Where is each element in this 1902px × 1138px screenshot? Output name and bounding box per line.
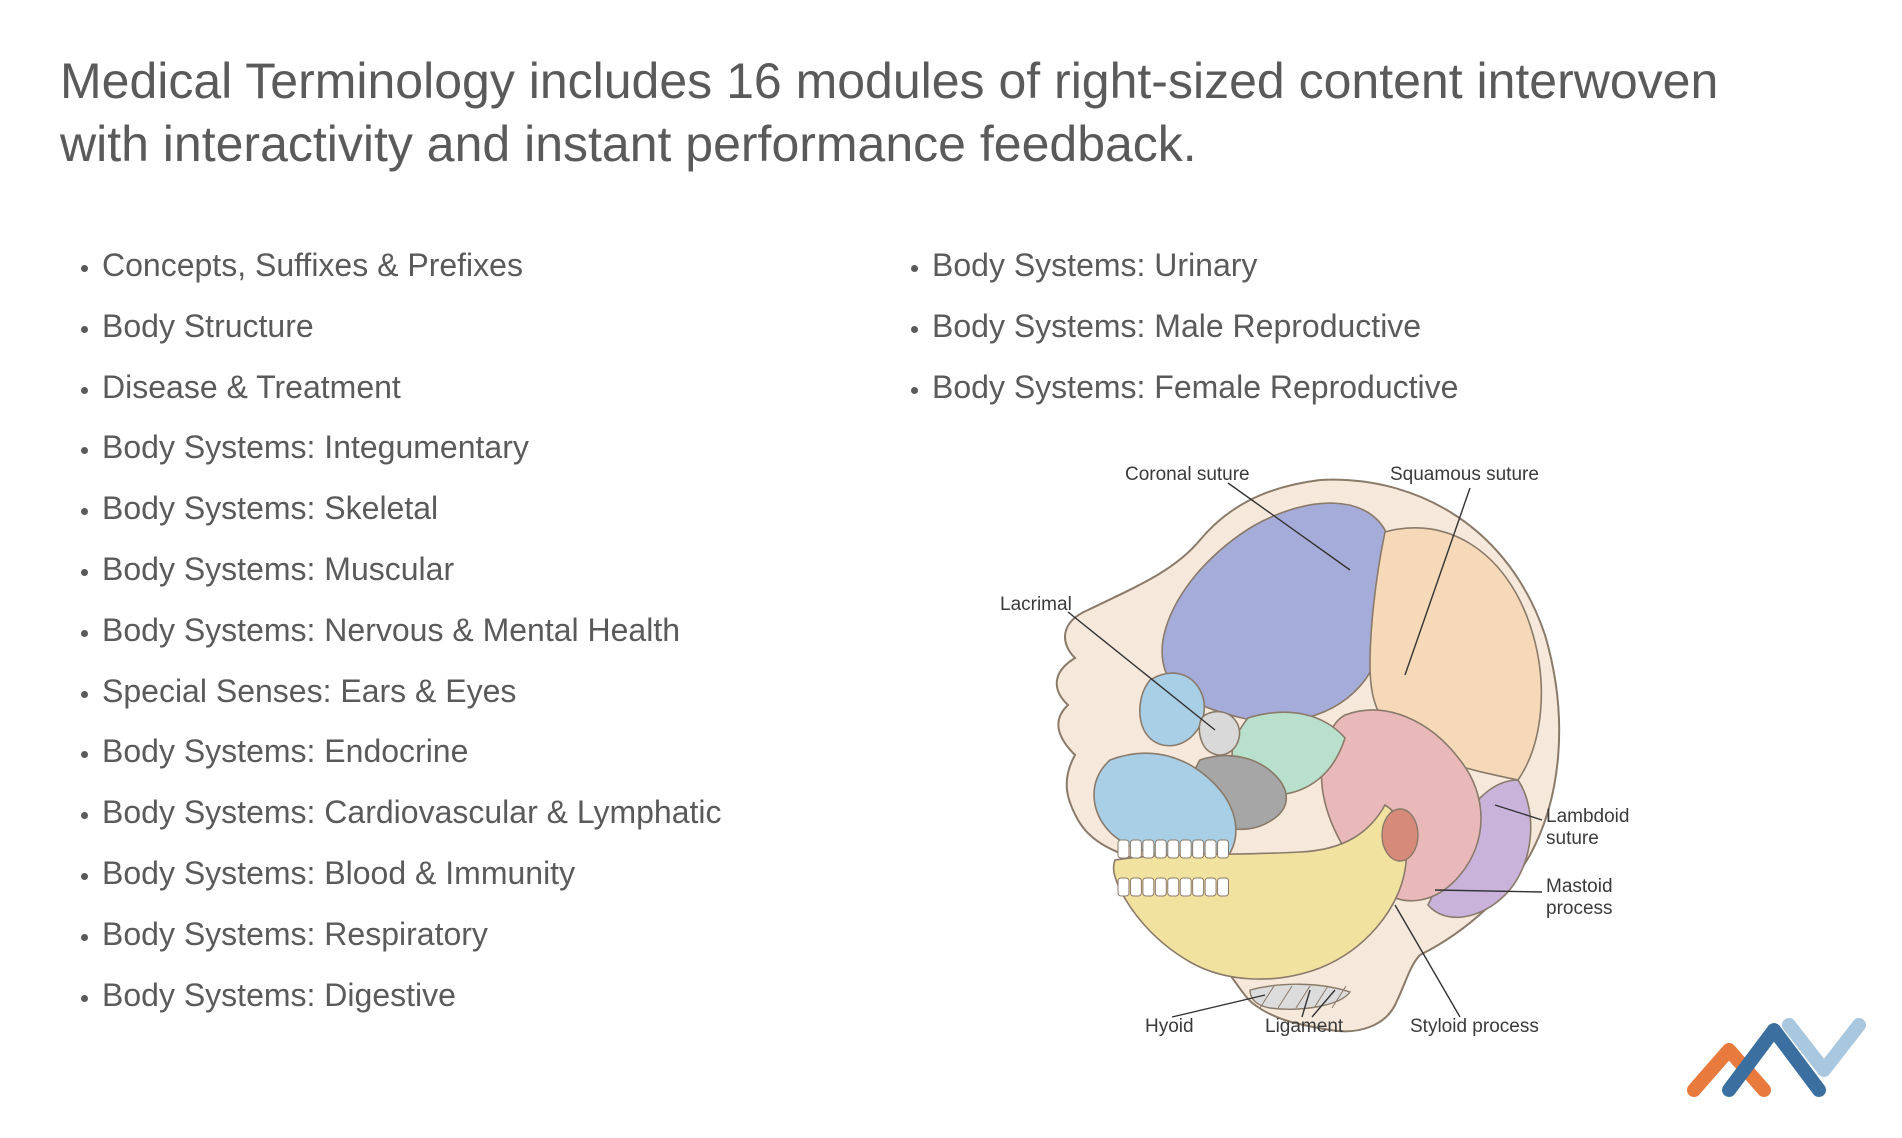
diagram-label: Styloid process bbox=[1410, 1016, 1539, 1037]
tooth-upper bbox=[1218, 840, 1229, 858]
tooth-lower bbox=[1143, 878, 1154, 896]
tooth-upper bbox=[1130, 840, 1141, 858]
module-item: Concepts, Suffixes & Prefixes bbox=[102, 235, 820, 296]
diagram-label: Mastoidprocess bbox=[1546, 876, 1613, 919]
tooth-lower bbox=[1130, 878, 1141, 896]
tooth-upper bbox=[1193, 840, 1204, 858]
module-item: Special Senses: Ears & Eyes bbox=[102, 661, 820, 722]
skull-diagram-svg: Coronal suture Squamous suture Lacrimal Lam… bbox=[990, 460, 1670, 1040]
module-item: Body Systems: Male Reproductive bbox=[932, 296, 1650, 357]
module-item: Body Systems: Cardiovascular & Lymphatic bbox=[102, 782, 820, 843]
tooth-upper bbox=[1155, 840, 1166, 858]
module-item: Body Systems: Blood & Immunity bbox=[102, 843, 820, 904]
slide-title: Medical Terminology includes 16 modules … bbox=[60, 50, 1780, 175]
module-item: Body Systems: Respiratory bbox=[102, 904, 820, 965]
diagram-label: Hyoid bbox=[1145, 1016, 1194, 1037]
module-list-left: Concepts, Suffixes & PrefixesBody Struct… bbox=[60, 235, 820, 1025]
module-item: Body Systems: Digestive bbox=[102, 965, 820, 1026]
slide: Medical Terminology includes 16 modules … bbox=[0, 0, 1902, 1138]
diagram-label: Coronal suture bbox=[1125, 464, 1250, 485]
tooth-upper bbox=[1205, 840, 1216, 858]
module-item: Body Systems: Nervous & Mental Health bbox=[102, 600, 820, 661]
leader-line bbox=[1172, 995, 1265, 1017]
module-item: Body Structure bbox=[102, 296, 820, 357]
brand-logo-svg bbox=[1674, 990, 1874, 1110]
skull-diagram: Coronal suture Squamous suture Lacrimal Lam… bbox=[990, 460, 1670, 1040]
tooth-lower bbox=[1168, 878, 1179, 896]
module-item: Body Systems: Muscular bbox=[102, 539, 820, 600]
module-column-left: Concepts, Suffixes & PrefixesBody Struct… bbox=[60, 235, 820, 1025]
tooth-lower bbox=[1118, 878, 1129, 896]
diagram-label: Lambdoidsuture bbox=[1546, 806, 1629, 849]
diagram-label: Squamous suture bbox=[1390, 464, 1539, 485]
diagram-label: Lacrimal bbox=[1000, 594, 1072, 615]
bone-lacrimal bbox=[1199, 712, 1239, 755]
tooth-upper bbox=[1168, 840, 1179, 858]
module-item: Body Systems: Female Reproductive bbox=[932, 357, 1650, 418]
module-item: Body Systems: Skeletal bbox=[102, 478, 820, 539]
ear-canal bbox=[1382, 809, 1418, 861]
module-item: Body Systems: Integumentary bbox=[102, 417, 820, 478]
tooth-lower bbox=[1218, 878, 1229, 896]
tooth-upper bbox=[1180, 840, 1191, 858]
tooth-lower bbox=[1155, 878, 1166, 896]
tooth-lower bbox=[1180, 878, 1191, 896]
brand-logo bbox=[1674, 990, 1874, 1110]
tooth-lower bbox=[1205, 878, 1216, 896]
module-list-right: Body Systems: UrinaryBody Systems: Male … bbox=[890, 235, 1650, 417]
diagram-label: Ligament bbox=[1265, 1016, 1344, 1037]
module-item: Body Systems: Endocrine bbox=[102, 721, 820, 782]
tooth-lower bbox=[1193, 878, 1204, 896]
tooth-upper bbox=[1118, 840, 1129, 858]
module-item: Body Systems: Urinary bbox=[932, 235, 1650, 296]
module-item: Disease & Treatment bbox=[102, 357, 820, 418]
tooth-upper bbox=[1143, 840, 1154, 858]
